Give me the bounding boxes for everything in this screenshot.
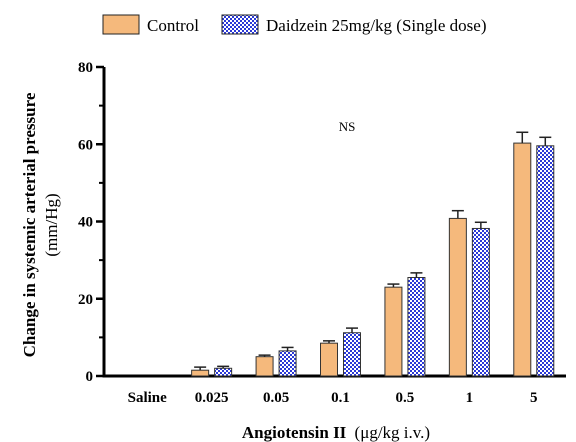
bar <box>320 342 338 377</box>
x-axis-title-unit: (μg/kg i.v.) <box>355 423 431 442</box>
y-tick-label: 80 <box>78 60 93 76</box>
bar <box>343 332 361 377</box>
x-axis-title-bold: Angiotensin II <box>242 423 347 442</box>
bar <box>214 367 233 377</box>
bar <box>536 145 555 377</box>
bars <box>191 131 555 377</box>
bar <box>448 217 467 377</box>
annotation-ns: NS <box>339 119 356 134</box>
x-tick-label: 5 <box>530 390 538 406</box>
bar <box>278 350 297 377</box>
x-tick-label: 0.1 <box>331 390 350 406</box>
y-axis-title: Change in systemic arterial pressure (mm… <box>20 92 61 357</box>
legend-label-control: Control <box>147 16 199 35</box>
bar <box>255 356 274 377</box>
svg-text:(mm/Hg): (mm/Hg) <box>42 193 61 256</box>
x-tick-label: Saline <box>128 390 168 406</box>
bar <box>471 227 490 377</box>
legend: Control Daidzein 25mg/kg (Single dose) <box>102 14 487 35</box>
legend-label-daidzein: Daidzein 25mg/kg (Single dose) <box>266 16 487 35</box>
x-tick-label: 1 <box>466 390 474 406</box>
x-tick-label: 0.5 <box>396 390 415 406</box>
x-tick-label: 0.025 <box>195 390 229 406</box>
legend-swatch-control <box>102 14 140 35</box>
x-tick-label: 0.05 <box>263 390 289 406</box>
legend-swatch-daidzein <box>221 14 259 35</box>
bar <box>191 369 210 377</box>
y-tick-label: 20 <box>78 292 93 308</box>
y-axis-title-unit: (mm/Hg) <box>42 193 61 256</box>
bar <box>407 277 426 377</box>
y-axis-title-bold: Change in systemic arterial pressure <box>20 92 39 357</box>
bar <box>384 286 403 377</box>
bar <box>513 142 532 377</box>
axes: 0 20 40 60 80 Saline 0.025 0.05 0.1 0.5 1 5 <box>78 60 566 406</box>
svg-text:Change in systemic arterial pr: Change in systemic arterial pressure <box>20 92 39 357</box>
y-tick-label: 40 <box>78 215 93 231</box>
x-axis-title: Angiotensin II (μg/kg i.v.) <box>242 423 430 442</box>
y-tick-label: 0 <box>86 369 94 385</box>
y-tick-label: 60 <box>78 137 93 153</box>
